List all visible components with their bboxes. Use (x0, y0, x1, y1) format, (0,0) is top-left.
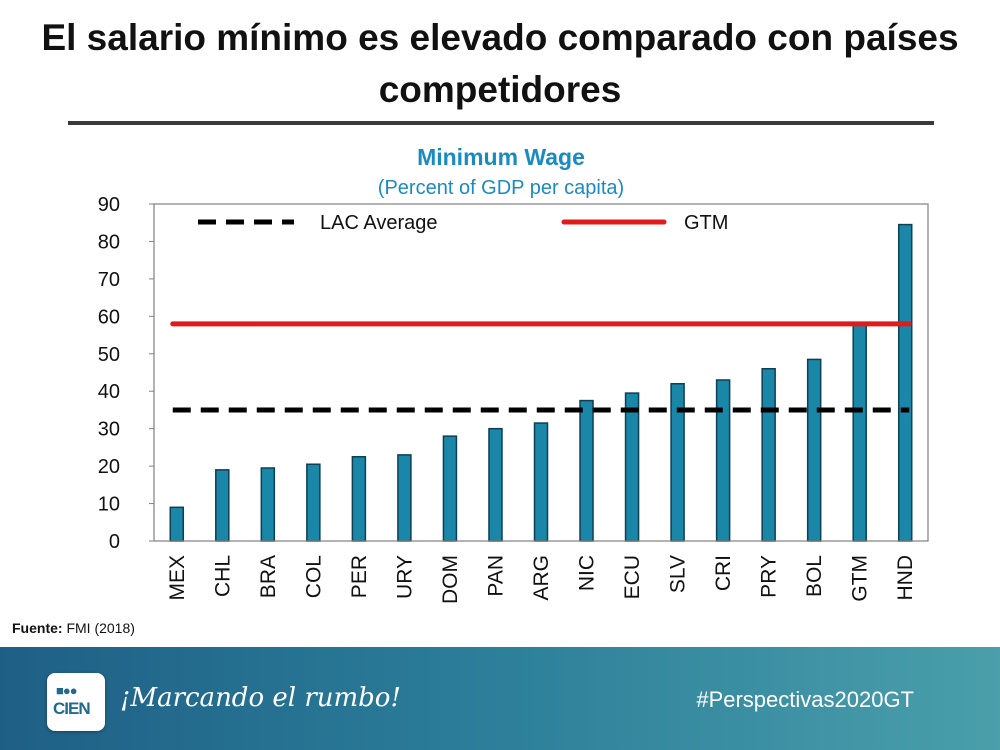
hashtag: #Perspectivas2020GT (696, 687, 914, 712)
chart-container: Minimum Wage (Percent of GDP per capita)… (68, 128, 934, 610)
x-tick-label: DOM (439, 555, 462, 604)
reference-lines (170, 321, 912, 413)
x-tick-label: BOL (803, 555, 826, 597)
x-tick-label: BRA (257, 555, 280, 598)
chart-title: Minimum Wage (417, 144, 585, 170)
bar-arg (533, 422, 549, 542)
bar-pry (761, 368, 776, 542)
cien-logo: ■●● CIEN (47, 673, 105, 731)
x-tick-label: COL (302, 555, 325, 598)
y-tick-label: 10 (98, 494, 120, 516)
x-tick-label: PAN (484, 555, 507, 597)
bar-per (351, 456, 367, 542)
x-tick-label: SLV (667, 555, 690, 593)
logo-text: CIEN (53, 699, 91, 718)
slide-title-line-1: El salario mínimo es elevado comparado c… (41, 17, 959, 58)
x-tick-label: URY (393, 555, 416, 599)
x-tick-label: PER (348, 555, 371, 598)
legend-gtm-label: GTM (684, 212, 728, 234)
y-tick-label: 90 (98, 194, 120, 216)
bar-pan (488, 427, 503, 542)
source-text: FMI (2018) (62, 620, 135, 636)
footer-bar: ■●● CIEN ¡Marcando el rumbo! #Perspectiv… (0, 647, 1000, 750)
bar-gtm (852, 323, 867, 542)
minimum-wage-chart: Minimum Wage (Percent of GDP per capita)… (68, 128, 934, 610)
y-axis-ticks: 0 10 20 30 40 50 60 70 80 90 (98, 194, 154, 553)
bar-bol (806, 358, 822, 542)
y-tick-label: 80 (98, 231, 120, 253)
bar-ecu (624, 392, 640, 542)
bar-nic (579, 399, 594, 542)
y-tick-label: 40 (98, 381, 120, 403)
y-tick-label: 70 (98, 269, 120, 291)
y-tick-label: 30 (98, 419, 120, 441)
title-divider (68, 121, 934, 125)
x-axis-labels: MEX CHL BRA COL PER URY DOM PAN ARG NIC ECU SLV CRI P… (166, 555, 917, 604)
source-note: Fuente: FMI (2018) (12, 620, 135, 636)
bar-col (306, 463, 321, 542)
bar-ury (397, 454, 412, 542)
bar-bra (260, 467, 276, 542)
x-tick-label: CRI (712, 555, 735, 591)
x-tick-label: PRY (758, 555, 781, 598)
source-label: Fuente: (12, 620, 63, 636)
logo-mark: ■●● (56, 683, 78, 698)
legend-lac-average-label: LAC Average (320, 212, 438, 234)
x-tick-label: ARG (530, 555, 553, 601)
bar-hnd (897, 223, 913, 542)
bar-slv (670, 382, 685, 542)
chart-legend: LAC Average GTM (198, 212, 728, 234)
x-tick-label: GTM (849, 555, 872, 602)
x-tick-label: MEX (166, 555, 189, 601)
y-tick-label: 60 (98, 306, 120, 328)
bar-chl (215, 469, 230, 542)
bar-cri (715, 379, 731, 542)
slide-title: El salario mínimo es elevado comparado c… (0, 12, 1000, 116)
x-tick-label: NIC (576, 555, 599, 591)
x-tick-label: ECU (621, 555, 644, 599)
slogan: ¡Marcando el rumbo! (120, 683, 401, 713)
bar-mex (169, 506, 185, 542)
y-tick-label: 20 (98, 456, 120, 478)
chart-subtitle: (Percent of GDP per capita) (378, 177, 624, 199)
x-tick-label: HND (894, 555, 917, 601)
y-tick-label: 0 (109, 531, 120, 553)
slide-title-line-2: competidores (378, 69, 622, 110)
y-tick-label: 50 (98, 344, 120, 366)
bar-dom (442, 435, 458, 542)
x-tick-label: CHL (211, 555, 234, 597)
plot-frame (153, 203, 929, 542)
